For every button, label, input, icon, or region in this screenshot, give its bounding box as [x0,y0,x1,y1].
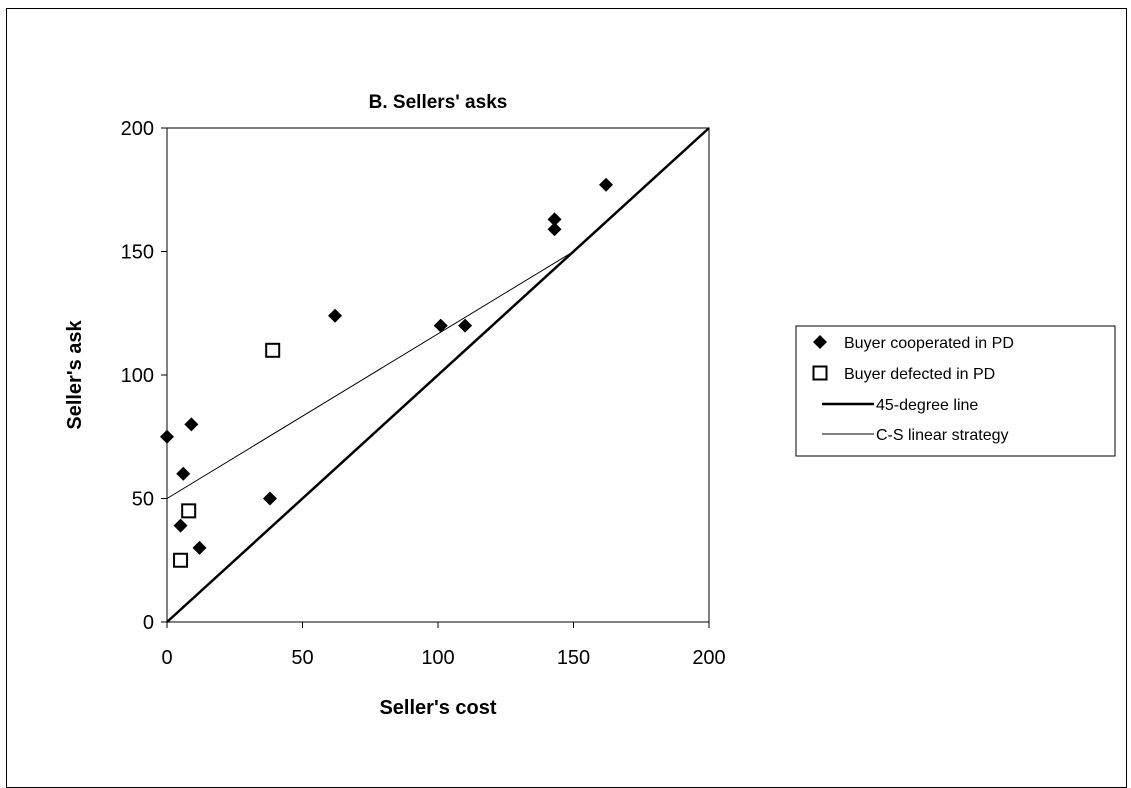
legend-label: C-S linear strategy [876,427,1009,444]
point-defected [181,503,197,519]
point-cooperated [458,318,473,333]
y-tick-label: 150 [121,242,154,264]
point-cooperated [547,222,562,237]
point-defected [265,342,281,358]
y-tick-label: 100 [121,365,154,387]
legend-label: Buyer defected in PD [844,366,995,383]
y-tick-label: 50 [132,489,154,511]
line-cs-linear-strategy [166,251,574,499]
point-cooperated [160,429,174,444]
legend-symbol [813,335,827,349]
line-45-degree [166,127,710,623]
y-tick-label: 0 [143,612,154,634]
point-cooperated [599,177,614,192]
point-cooperated [262,491,277,506]
legend-label: Buyer cooperated in PD [844,335,1014,352]
legend-label: 45-degree line [876,397,978,414]
x-tick-label: 150 [557,647,590,669]
x-tick-label: 50 [291,647,313,669]
point-cooperated [184,417,199,432]
point-defected [173,552,189,568]
y-tick-label: 200 [121,118,154,140]
point-cooperated [176,466,191,481]
y-axis-title: Seller's ask [64,319,86,429]
x-tick-label: 200 [692,647,725,669]
chart-title: B. Sellers' asks [369,92,508,113]
x-tick-label: 100 [421,647,454,669]
point-cooperated [173,518,188,533]
x-tick-label: 0 [161,647,172,669]
point-cooperated [328,308,343,323]
x-axis-title: Seller's cost [379,697,496,719]
legend: Buyer cooperated in PD Buyer defected in … [795,325,1116,457]
chart-canvas: B. Sellers' asks 0 50 100 150 200 0 50 100 150 20… [64,92,1116,719]
plot-area: 0 50 100 150 200 0 50 100 150 200 [121,118,726,669]
point-cooperated [433,318,448,333]
point-cooperated [192,540,207,555]
legend-symbol [812,365,828,381]
point-cooperated [547,212,562,227]
